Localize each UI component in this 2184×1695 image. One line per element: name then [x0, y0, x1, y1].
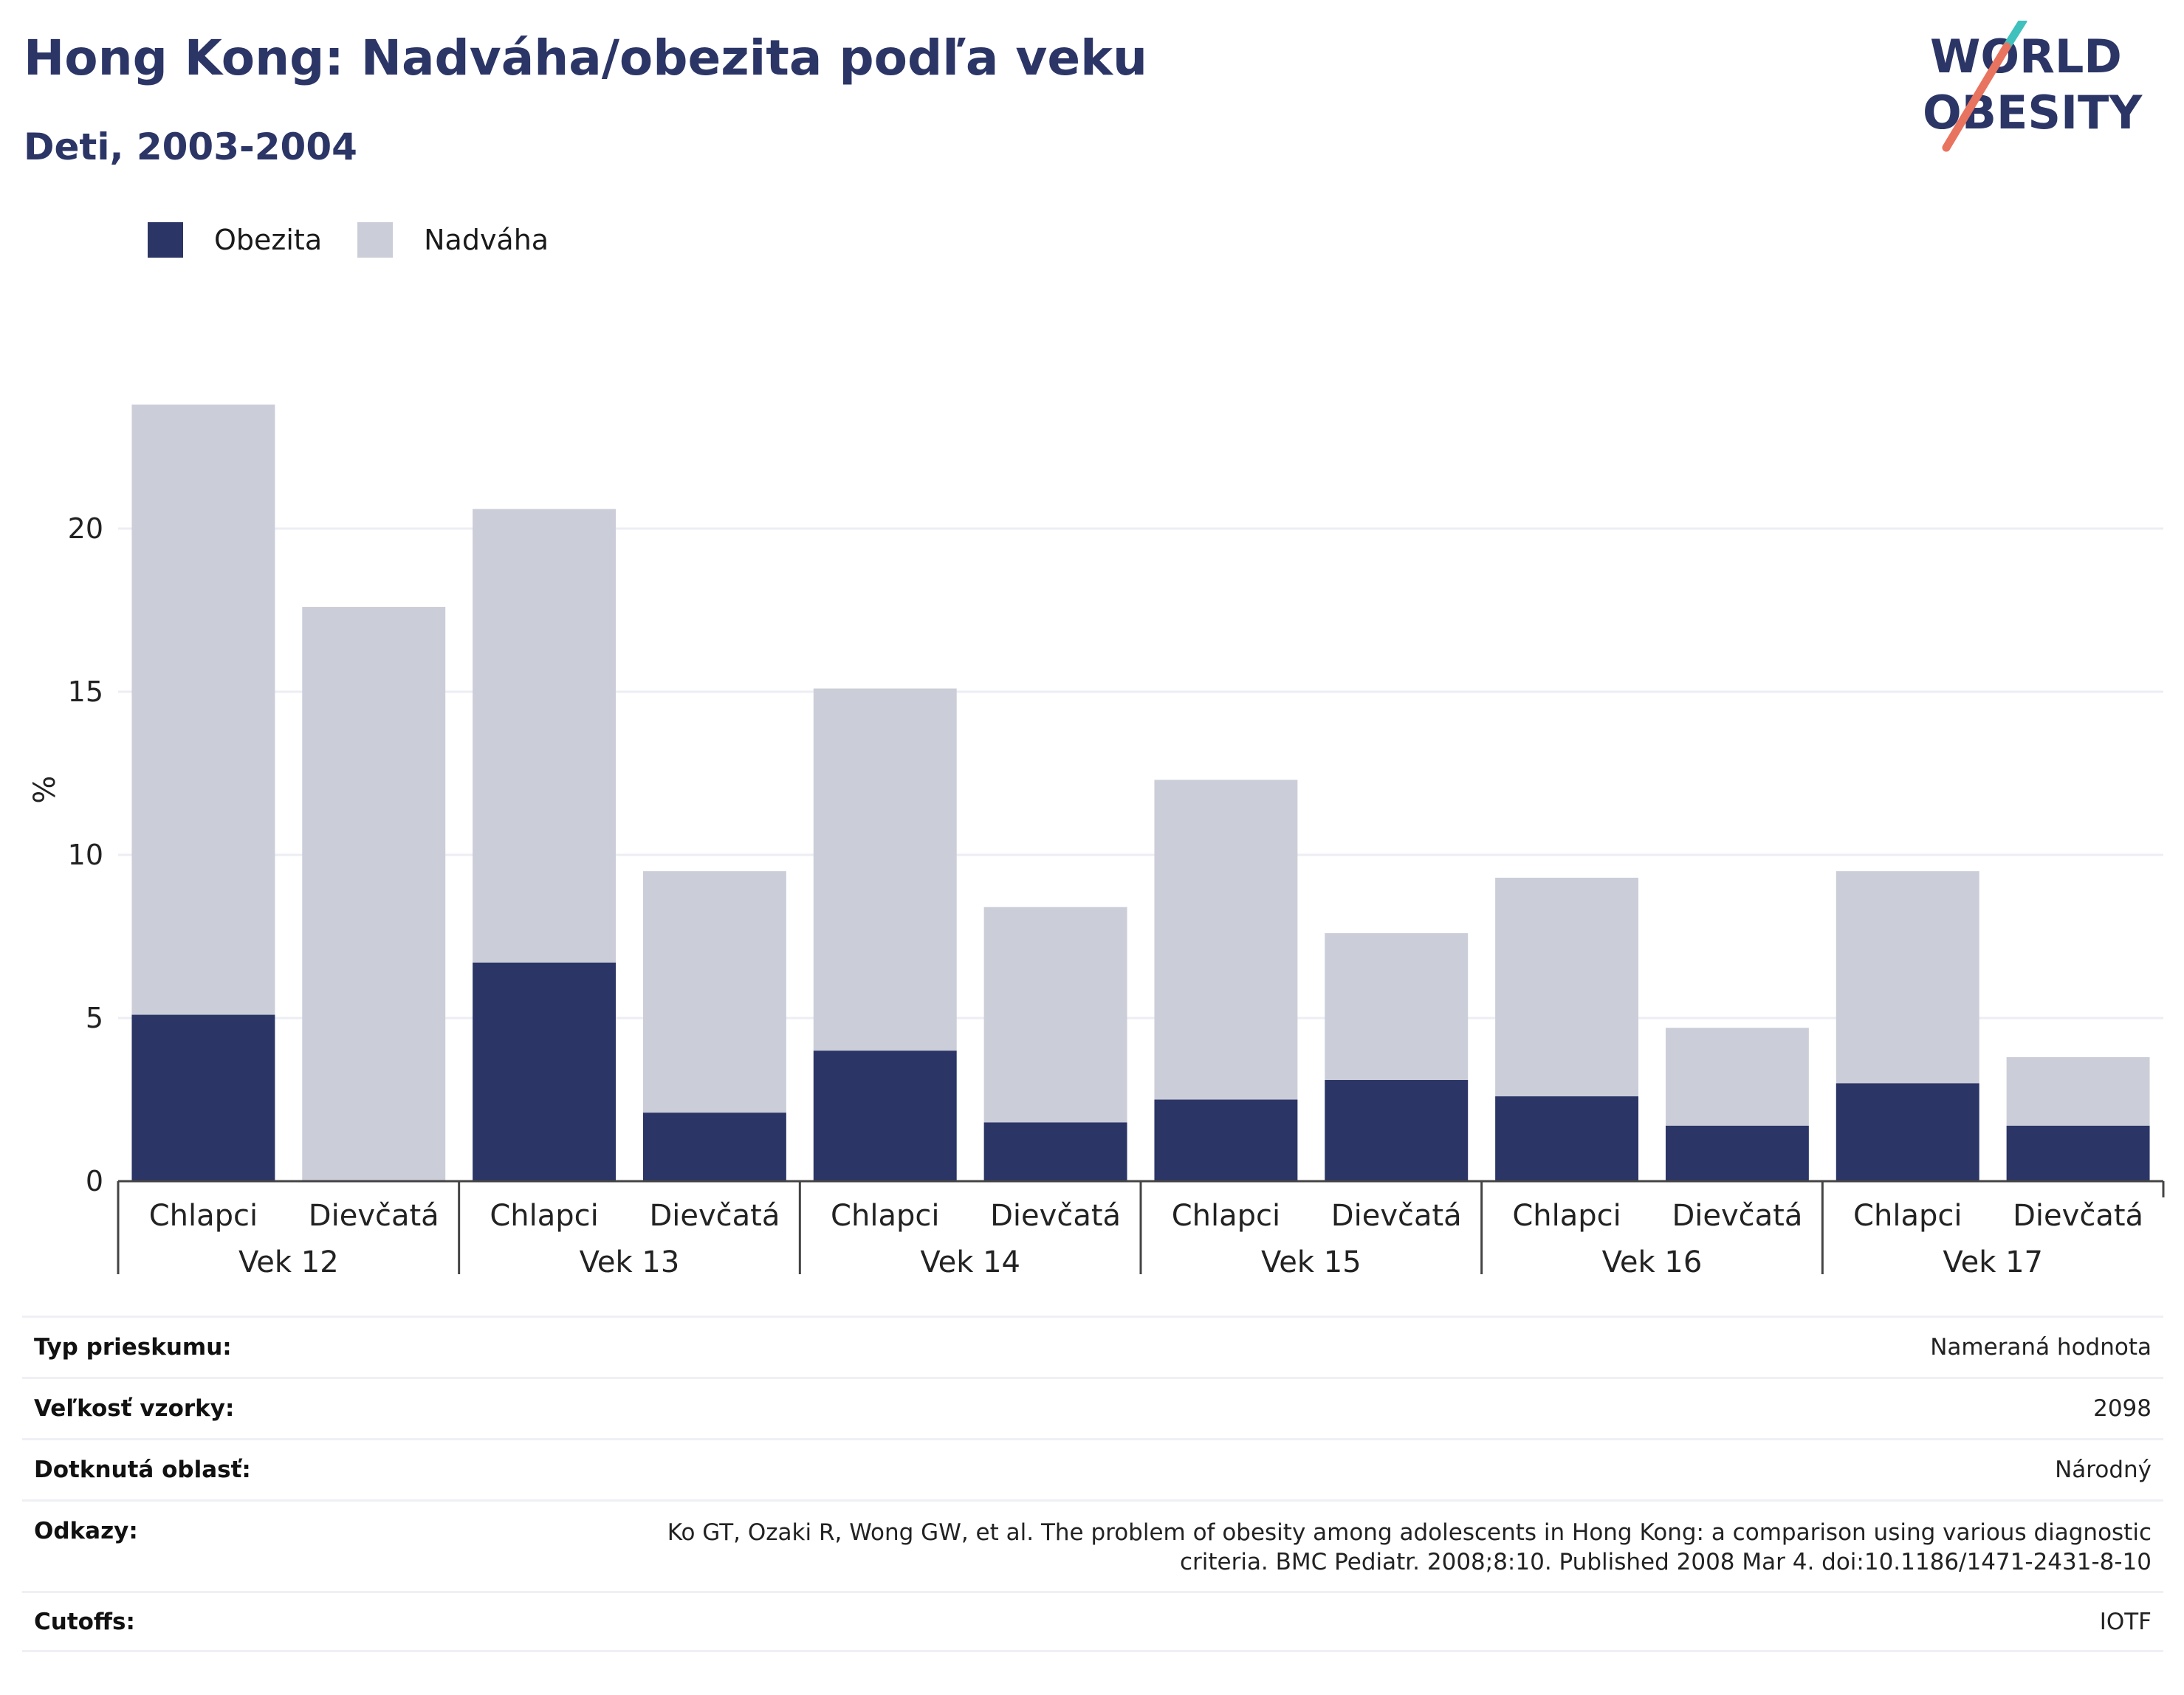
world-obesity-logo: WORLD OBESITY: [1923, 21, 2143, 152]
y-tick-label: 10: [68, 839, 103, 871]
info-label: Cutoffs:: [34, 1608, 135, 1635]
info-value: Nameraná hodnota: [1930, 1334, 2152, 1361]
bar-obesity: [1154, 1099, 1298, 1181]
bar-overweight: [1836, 871, 1979, 1084]
bar-obesity: [1665, 1125, 1809, 1181]
info-row-cutoffs: Cutoffs: IOTF: [22, 1591, 2163, 1652]
x-category-label: Chlapci: [490, 1199, 598, 1233]
x-category-label: Dievčatá: [990, 1199, 1121, 1233]
bar-obesity: [813, 1051, 957, 1181]
y-axis-title: %: [28, 776, 62, 804]
bar-obesity: [642, 1113, 786, 1181]
bar-obesity: [473, 962, 617, 1181]
x-category-label: Chlapci: [1172, 1199, 1280, 1233]
bar-overweight: [813, 688, 957, 1051]
legend-label-obesity: Obezita: [214, 224, 323, 256]
x-category-label: Chlapci: [1512, 1199, 1621, 1233]
x-category-label: Dievčatá: [2013, 1199, 2143, 1233]
bar-overweight: [131, 405, 275, 1015]
bar-obesity: [983, 1122, 1127, 1181]
info-label: Veľkosť vzorky:: [34, 1395, 235, 1422]
bar-overweight: [1325, 933, 1469, 1080]
x-group-label: Vek 17: [1943, 1245, 2043, 1279]
legend-item-obesity[interactable]: Obezita: [148, 222, 322, 258]
info-label: Typ prieskumu:: [34, 1334, 232, 1361]
legend-swatch-overweight: [357, 222, 394, 258]
x-category-label: Chlapci: [831, 1199, 939, 1233]
y-tick-label: 15: [68, 675, 103, 708]
logo-line1: WORLD: [1930, 30, 2122, 83]
y-tick-label: 0: [86, 1165, 103, 1197]
info-value: 2098: [2093, 1395, 2152, 1422]
chart-subtitle: Deti, 2003-2004: [24, 126, 357, 168]
x-category-label: Chlapci: [1853, 1199, 1962, 1233]
info-row-area: Dotknutá oblasť: Národný: [22, 1438, 2163, 1499]
bar-overweight: [302, 607, 446, 1181]
bar-overweight: [1495, 877, 1639, 1097]
legend: Obezita Nadváha: [148, 221, 584, 258]
bar-overweight: [2006, 1057, 2150, 1126]
logo-slash-teal: [2002, 21, 2027, 51]
info-value: Národný: [2055, 1457, 2152, 1483]
info-row-sample-size: Veľkosť vzorky: 2098: [22, 1377, 2163, 1438]
bar-obesity: [1325, 1079, 1469, 1181]
legend-label-overweight: Nadváha: [424, 224, 549, 256]
bar-obesity: [1836, 1083, 1979, 1181]
bar-overweight: [1154, 780, 1298, 1100]
legend-swatch-obesity: [148, 222, 183, 258]
bar-overweight: [1665, 1028, 1809, 1126]
x-group-label: Vek 15: [1261, 1245, 1361, 1279]
x-group-label: Vek 12: [238, 1245, 339, 1279]
bar-obesity: [131, 1014, 275, 1181]
x-group-label: Vek 16: [1602, 1245, 1703, 1279]
y-tick-label: 5: [86, 1002, 103, 1034]
info-table: Typ prieskumu: Nameraná hodnota Veľkosť …: [22, 1316, 2163, 1652]
logo-slash-coral: [1942, 42, 2011, 152]
bar-chart: 0 5 10 15 20% Chlapci Dievčatá Vek 12 Chlapci Die…: [28, 405, 2165, 1279]
y-tick-label: 20: [68, 512, 103, 545]
x-category-label: Dievčatá: [649, 1199, 780, 1233]
bar-overweight: [473, 509, 617, 963]
info-label: Odkazy:: [34, 1518, 138, 1544]
info-label: Dotknutá oblasť:: [34, 1457, 251, 1483]
info-row-survey-type: Typ prieskumu: Nameraná hodnota: [22, 1316, 2163, 1377]
info-row-references: Odkazy: Ko GT, Ozaki R, Wong GW, et al. …: [22, 1499, 2163, 1591]
x-group-label: Vek 13: [580, 1245, 680, 1279]
info-value[interactable]: Ko GT, Ozaki R, Wong GW, et al. The prob…: [667, 1519, 2152, 1575]
chart-title: Hong Kong: Nadváha/obezita podľa veku: [24, 30, 1148, 86]
legend-item-overweight[interactable]: Nadváha: [357, 222, 549, 258]
x-category-label: Dievčatá: [1672, 1199, 1802, 1233]
bar-obesity: [2006, 1125, 2150, 1181]
x-category-label: Chlapci: [149, 1199, 258, 1233]
bar-overweight: [642, 871, 786, 1113]
info-value: IOTF: [2099, 1608, 2152, 1635]
x-category-label: Dievčatá: [309, 1199, 439, 1233]
x-category-label: Dievčatá: [1331, 1199, 1462, 1233]
bar-overweight: [983, 907, 1127, 1123]
bar-obesity: [1495, 1096, 1639, 1181]
x-group-label: Vek 14: [920, 1245, 1020, 1279]
